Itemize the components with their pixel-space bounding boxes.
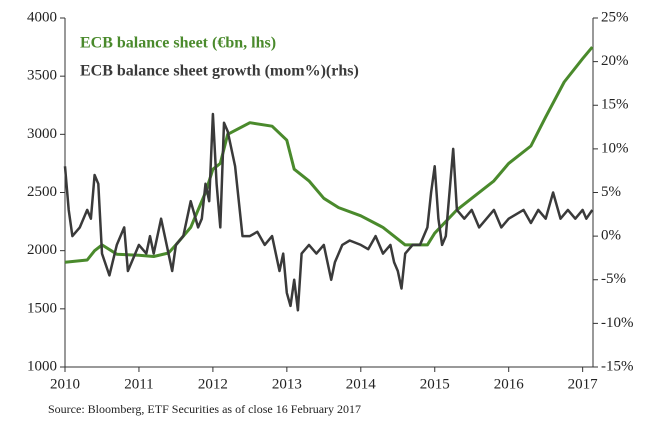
x-tick-label: 2014 — [346, 376, 377, 392]
y-tick-label: 4000 — [27, 9, 57, 25]
x-tick-label: 2010 — [50, 376, 80, 392]
y-tick-label: 3500 — [27, 68, 57, 84]
x-tick-label: 2012 — [198, 376, 228, 392]
y2-tick-label: 5% — [601, 184, 621, 200]
x-tick-label: 2013 — [272, 376, 302, 392]
y2-tick-label: 25% — [601, 9, 629, 25]
series-line — [63, 112, 594, 312]
y2-tick-label: -15% — [601, 358, 634, 374]
y2-tick-label: -5% — [601, 271, 626, 287]
x-tick-label: 2017 — [568, 376, 599, 392]
y2-tick-label: -10% — [601, 315, 634, 331]
legend-entry: ECB balance sheet (€bn, lhs) — [80, 35, 276, 52]
y2-tick-label: 20% — [601, 53, 629, 69]
y2-tick-label: 15% — [601, 97, 629, 113]
series-line — [64, 46, 594, 264]
x-tick-label: 2016 — [494, 376, 525, 392]
x-tick-label: 2015 — [420, 376, 450, 392]
y-tick-label: 1500 — [27, 300, 57, 316]
legend-entry: ECB balance sheet growth (mom%)(rhs) — [80, 63, 359, 80]
y2-tick-label: 0% — [601, 228, 621, 244]
y-tick-label: 1000 — [27, 358, 57, 374]
x-tick-label: 2011 — [124, 376, 153, 392]
source-note: Source: Bloomberg, ETF Securities as of … — [48, 402, 361, 416]
y-tick-label: 2000 — [27, 242, 57, 258]
y-tick-label: 3000 — [27, 126, 57, 142]
y2-tick-label: 10% — [601, 140, 629, 156]
y-tick-label: 2500 — [27, 184, 57, 200]
